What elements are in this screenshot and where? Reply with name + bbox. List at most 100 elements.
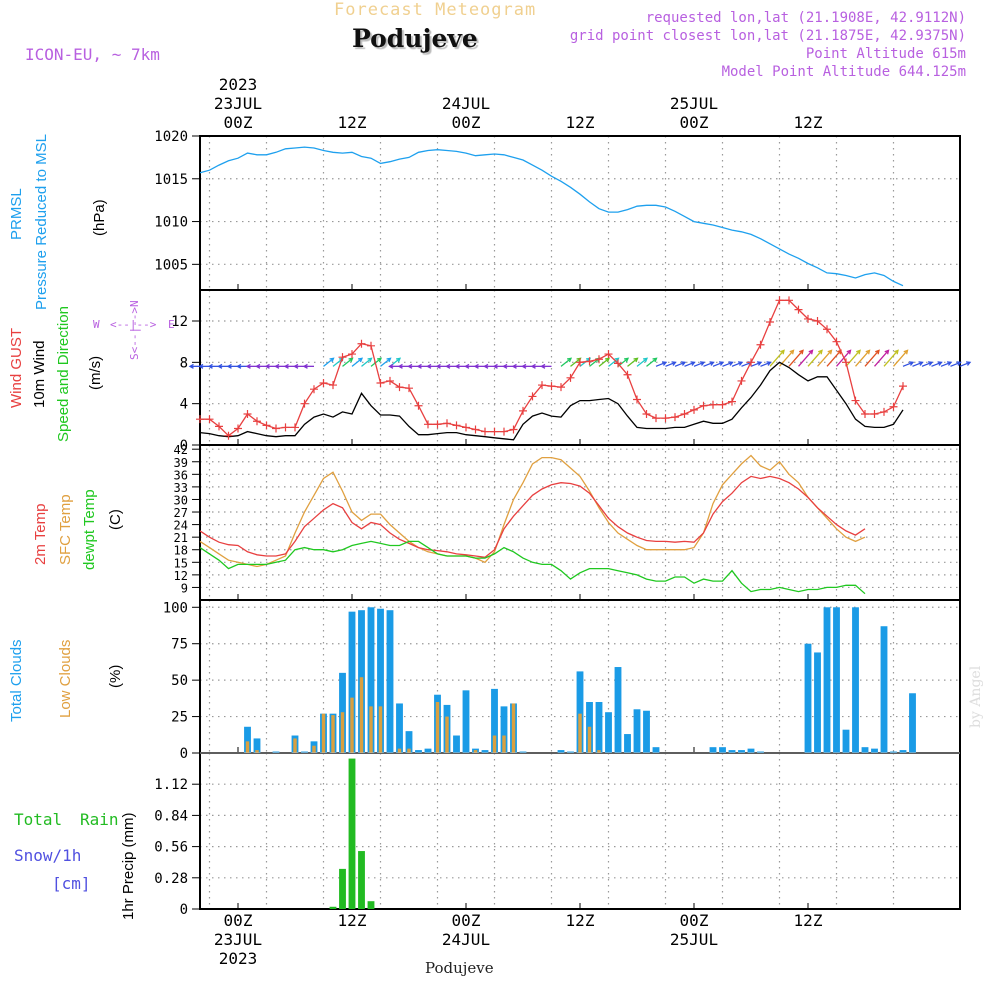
temp-ytick-label: 9 — [181, 581, 188, 595]
wind-arrow-head — [818, 349, 823, 355]
wind-direction-arrow — [750, 361, 762, 367]
wind-direction-arrow — [760, 361, 771, 367]
wind-ytick-label: 8 — [180, 355, 188, 371]
wind-gust-marker — [623, 370, 632, 379]
total-cloud-bar — [890, 751, 897, 753]
wind-gust-marker — [310, 385, 318, 394]
wind-gust-marker — [490, 427, 499, 436]
temp-ytick-label: 18 — [174, 544, 188, 558]
time-bottom-label: 00Z — [452, 911, 481, 930]
wind-gust-marker — [433, 420, 442, 429]
wind-gust-marker — [452, 421, 461, 430]
wind-direction-arrow — [693, 361, 705, 367]
wind-arrow-head — [386, 357, 392, 363]
total-cloud-bar — [595, 702, 603, 753]
wind-gust-marker — [319, 379, 328, 387]
wind-arrow-head — [633, 357, 639, 363]
wind-arrow-head — [397, 363, 403, 369]
total-cloud-bar — [519, 751, 527, 753]
wind-gust-marker — [680, 410, 689, 418]
precip-panel: 0 0.28 0.56 0.84 1.12 — [154, 752, 961, 918]
wind-gust-marker — [243, 410, 252, 418]
total-cloud-bar — [814, 652, 821, 753]
wind-gust-marker — [386, 376, 394, 385]
wind-direction-arrow — [826, 349, 842, 367]
wind-direction-arrow — [636, 357, 648, 367]
wind-gust-marker — [509, 425, 518, 434]
wind-arrow-head — [407, 363, 413, 369]
wind-gust-marker — [234, 424, 242, 433]
wind-gust-marker — [718, 400, 727, 409]
wind-gust-marker — [604, 350, 613, 359]
wind-compass-arrow: <--|--> — [110, 318, 157, 331]
wind-arrow-head — [540, 363, 546, 369]
wind-arrow-head — [454, 363, 460, 369]
wind-gust-marker — [329, 381, 337, 390]
total-cloud-bar — [567, 751, 574, 753]
wind-arrow-head — [367, 357, 373, 363]
footer-location: Podujeve — [425, 959, 494, 977]
wind-gust-marker — [671, 413, 679, 422]
time-top-label: 00Z — [224, 113, 253, 132]
wind-frame — [199, 289, 961, 446]
wind-gust-marker — [519, 406, 527, 415]
wind-arrow-head — [511, 363, 517, 369]
wind-arrow-head — [502, 363, 508, 369]
wind-gust-marker — [880, 407, 888, 416]
wind-arrow-head — [884, 349, 890, 355]
total-cloud-bar — [833, 607, 840, 753]
wind-ytick-label: 0 — [180, 438, 188, 454]
wind-gust-marker — [291, 423, 299, 432]
wind-arrow-head — [799, 349, 804, 355]
total-cloud-bar — [405, 731, 413, 753]
wind-arrow-head — [808, 349, 814, 355]
wind-arrow-head — [737, 361, 744, 366]
wind-arrow-head — [661, 361, 668, 366]
total-cloud-bar — [842, 729, 850, 753]
total-cloud-bar — [880, 626, 888, 753]
wind-arrow-head — [642, 357, 649, 363]
low-cloud-bar — [587, 726, 592, 753]
wind-gust-marker — [747, 358, 755, 367]
wind-arrow-head — [623, 357, 630, 363]
wind-gust-marker — [224, 431, 233, 440]
wind-gust-marker — [766, 318, 774, 327]
wind-arrow-head — [226, 363, 232, 369]
wind-gust-marker — [870, 410, 879, 418]
total-cloud-bar — [823, 607, 831, 753]
wind-arrow-head — [329, 357, 335, 363]
rain-bar — [348, 758, 356, 909]
wind-arrow-head — [846, 349, 852, 355]
wind-direction-arrow — [703, 361, 714, 367]
time-top-label: 2023 — [219, 75, 258, 94]
wind-direction-arrow — [959, 361, 971, 367]
temp-ytick-label: 27 — [174, 506, 188, 520]
wind-direction-arrow — [361, 357, 372, 367]
low-cloud-bar — [445, 716, 449, 753]
wind-arrow-head — [903, 349, 909, 355]
wind-gust-marker — [272, 424, 280, 433]
wind-arrow-head — [875, 349, 880, 355]
precip-frame — [199, 752, 961, 910]
total-cloud-bar — [576, 671, 584, 753]
wind-direction-arrow — [912, 361, 923, 367]
wind-arrow-head — [445, 363, 451, 369]
point-altitude: Point Altitude 615m — [805, 46, 966, 62]
wind-gust-marker — [196, 415, 204, 424]
cloud-ytick-label: 100 — [163, 600, 188, 616]
wind-gust-marker — [785, 296, 793, 305]
wind-direction-arrow — [351, 357, 363, 367]
wind-gust-marker — [813, 317, 822, 325]
total-cloud-bar — [396, 703, 403, 753]
total-cloud-bar — [348, 611, 356, 753]
wind-gust-marker — [823, 325, 831, 334]
grid-point-coords: grid point closest lon,lat (21.1875E, 42… — [569, 28, 966, 44]
wind-arrow-head — [680, 361, 687, 366]
total-cloud-bar — [453, 735, 460, 753]
wind-gust-marker — [405, 384, 413, 393]
total-cloud-bar — [728, 750, 736, 753]
total-cloud-bar — [386, 610, 394, 753]
rain-bar — [358, 851, 365, 909]
wind-gust-marker — [338, 353, 347, 362]
total-cloud-bar — [367, 607, 375, 753]
